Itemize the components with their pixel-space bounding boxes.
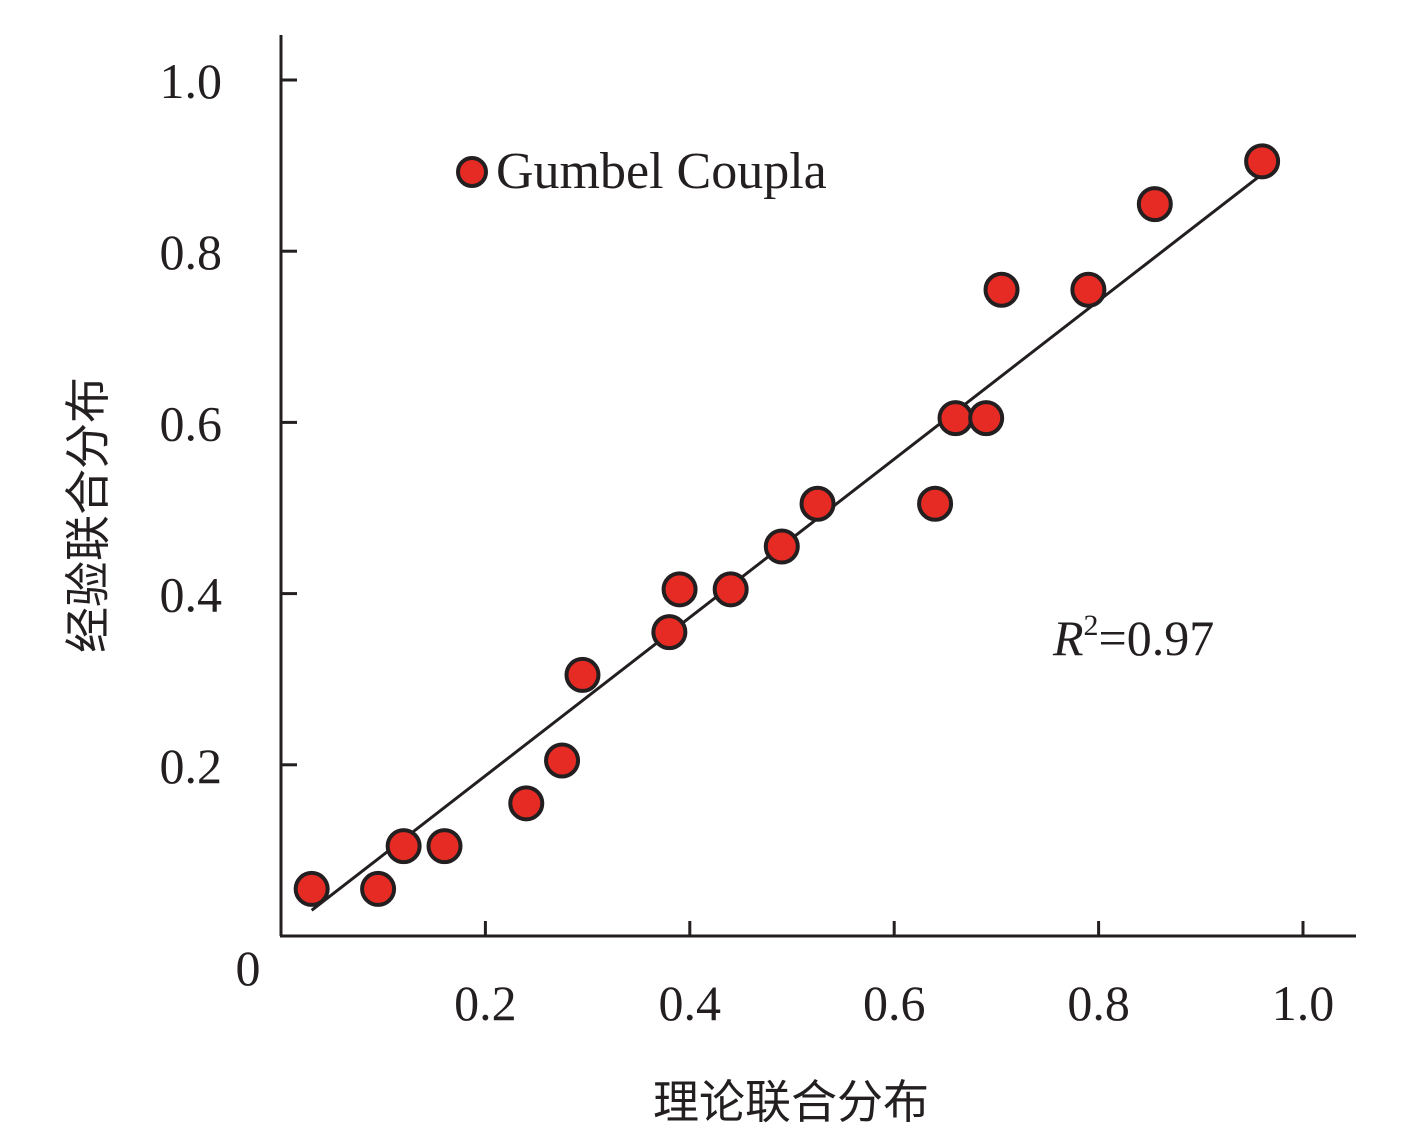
- data-point: [293, 870, 330, 907]
- data-point: [1244, 143, 1281, 180]
- data-points: [293, 143, 1281, 907]
- data-point: [712, 571, 749, 608]
- data-point: [937, 400, 974, 437]
- data-point: [1136, 186, 1173, 223]
- data-point: [508, 785, 545, 822]
- data-point: [564, 656, 601, 693]
- origin-label: 0: [236, 940, 261, 996]
- x-tick-label: 1.0: [1272, 975, 1335, 1031]
- x-tick-label: 0.2: [454, 975, 517, 1031]
- x-tick-label: 0.6: [863, 975, 926, 1031]
- r-superscript: 2: [1084, 609, 1099, 642]
- data-point: [360, 870, 397, 907]
- data-point: [763, 528, 800, 565]
- data-point: [651, 614, 688, 651]
- r-value: =0.97: [1099, 610, 1215, 666]
- legend-marker: [456, 156, 488, 188]
- r-squared-annotation: R2=0.97: [1052, 609, 1214, 666]
- y-tick-label: 1.0: [160, 53, 223, 109]
- y-ticks: 0.2 0.4 0.6 0.8 1.0: [160, 53, 297, 794]
- data-point: [426, 828, 463, 865]
- data-point: [385, 828, 422, 865]
- plot-area: 0.2 0.4 0.6 0.8 1.0 0.2 0.4 0.6 0.8 1.0 0: [160, 35, 1356, 1031]
- y-axis-title: 经验联合分布: [61, 377, 115, 653]
- r-symbol: R: [1052, 610, 1084, 666]
- legend: Gumbel Coupla: [456, 143, 827, 200]
- x-tick-label: 0.4: [659, 975, 722, 1031]
- legend-label: Gumbel Coupla: [496, 143, 827, 200]
- data-point: [917, 485, 954, 522]
- data-point: [968, 400, 1005, 437]
- data-point: [544, 742, 581, 779]
- x-ticks: 0.2 0.4 0.6 0.8 1.0: [454, 921, 1334, 1031]
- y-tick-label: 0.4: [160, 567, 223, 623]
- data-point: [983, 271, 1020, 308]
- x-tick-label: 0.8: [1067, 975, 1130, 1031]
- y-tick-label: 0.8: [160, 224, 223, 280]
- x-axis-title: 理论联合分布: [653, 1075, 929, 1129]
- data-point: [799, 485, 836, 522]
- y-tick-label: 0.2: [160, 738, 223, 794]
- y-tick-label: 0.6: [160, 395, 223, 451]
- data-point: [1070, 271, 1107, 308]
- data-point: [661, 571, 698, 608]
